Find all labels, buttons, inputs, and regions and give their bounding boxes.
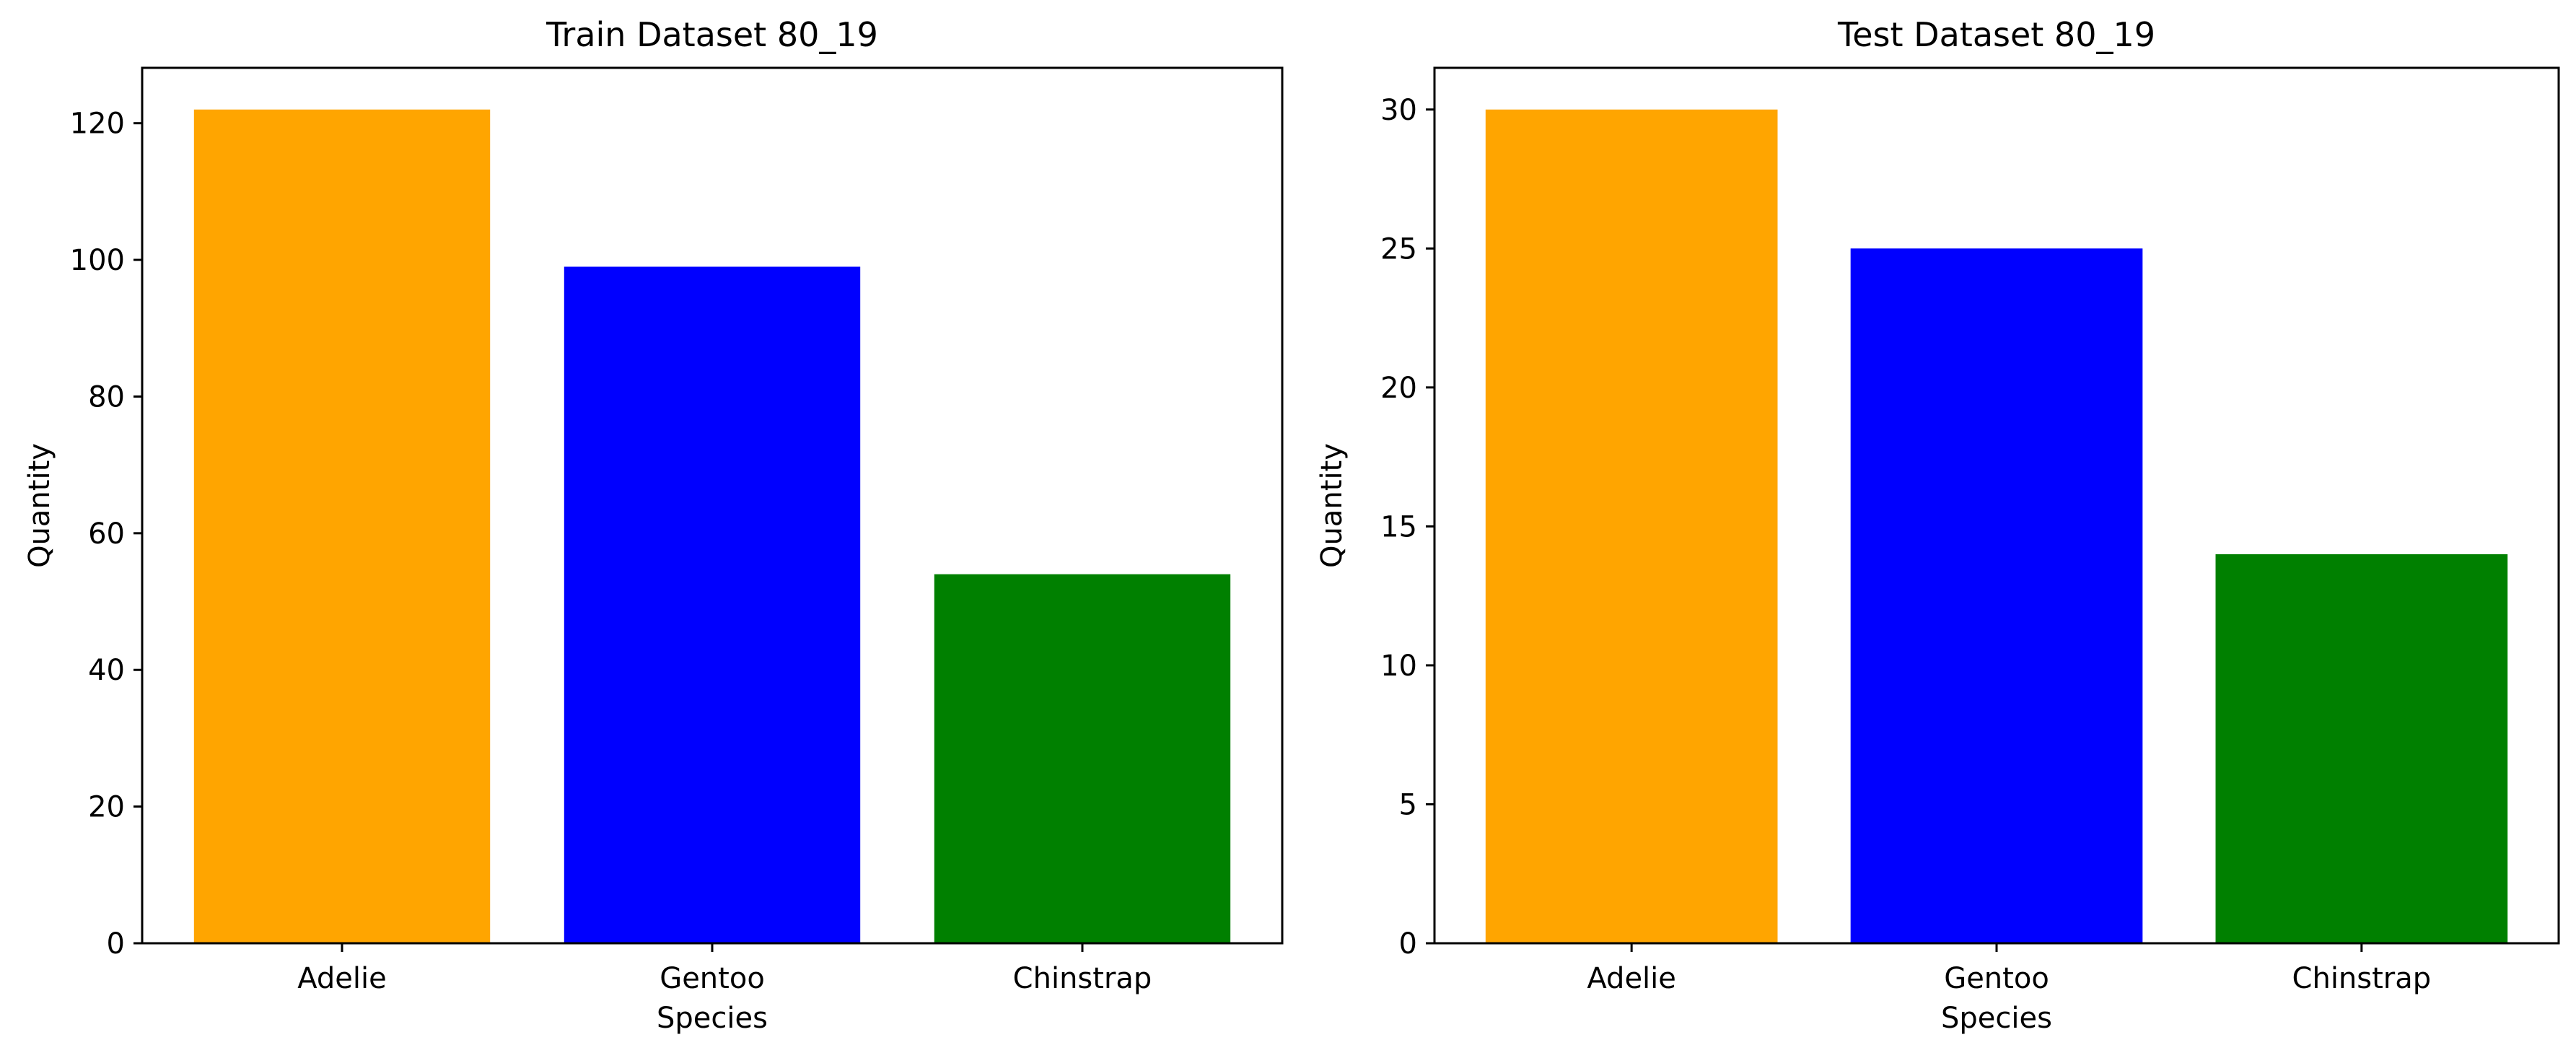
y-tick-label: 0 [1399,927,1417,961]
y-tick-label: 40 [88,654,125,687]
y-tick-label: 30 [1380,94,1417,127]
y-tick-label: 15 [1380,510,1417,543]
y-axis-label: Quantity [23,443,56,568]
bar-gentoo [564,266,861,943]
y-tick-label: 100 [70,244,125,277]
x-tick-label: Adelie [1587,962,1676,995]
y-axis-label: Quantity [1315,443,1349,568]
x-tick-label: Chinstrap [2292,962,2432,995]
bar-gentoo [1850,248,2143,943]
y-tick-label: 0 [107,927,125,961]
chart-title: Train Dataset 80_19 [546,15,878,54]
y-tick-label: 60 [88,517,125,551]
y-tick-label: 25 [1380,232,1417,266]
y-tick-label: 10 [1380,650,1417,683]
bar-chinstrap [934,574,1231,943]
y-tick-label: 120 [70,108,125,141]
y-tick-label: 20 [88,791,125,824]
bar-adelie [193,109,491,943]
x-tick-label: Gentoo [1944,962,2049,995]
train-chart-panel: Train Dataset 80_19 Species Quantity 0 20… [23,15,1284,1035]
x-tick-label: Chinstrap [1013,962,1152,995]
x-axis-label: Species [1941,1002,2052,1035]
test-chart-panel: Test Dataset 80_19 Species Quantity 0 5 10… [1315,15,2560,1035]
bar-chinstrap [2215,554,2508,943]
x-axis-label: Species [657,1002,768,1035]
x-tick-label: Gentoo [660,962,765,995]
x-tick-label: Adelie [297,962,387,995]
y-tick-label: 5 [1399,788,1417,821]
chart-title: Test Dataset 80_19 [1837,15,2155,54]
bar-adelie [1485,109,1778,943]
y-tick-label: 20 [1380,372,1417,405]
y-tick-label: 80 [88,380,125,414]
